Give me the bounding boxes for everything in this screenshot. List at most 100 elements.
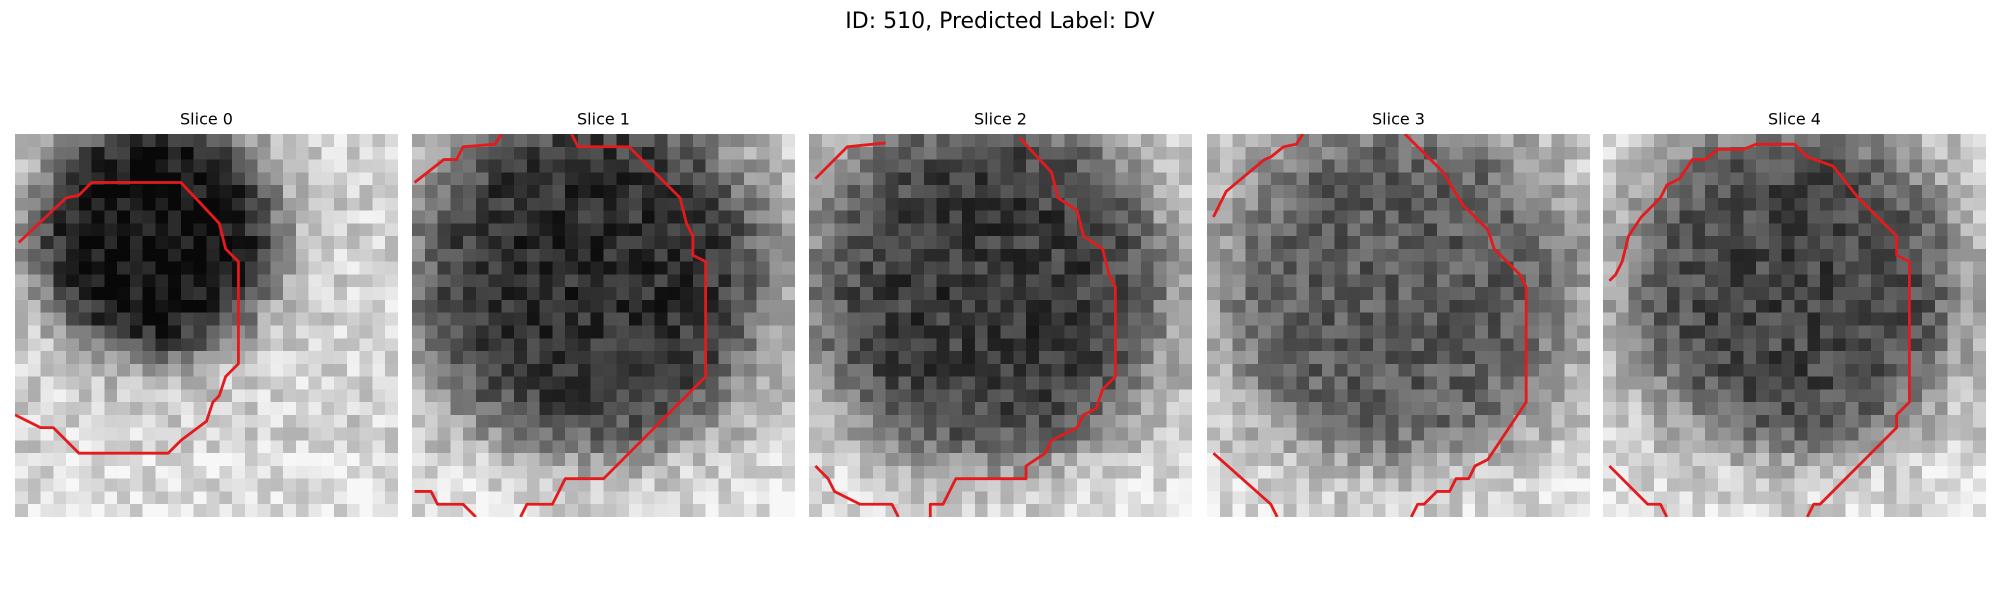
image-pixel <box>283 325 297 339</box>
image-pixel <box>372 376 386 390</box>
contour <box>15 181 240 455</box>
image-pixel <box>372 427 386 441</box>
image-pixel <box>834 210 848 224</box>
image-pixel <box>15 274 29 288</box>
image-pixel <box>346 504 360 517</box>
image-pixel <box>257 210 271 224</box>
image-pixel <box>974 504 988 517</box>
image-pixel <box>1730 338 1744 352</box>
image-pixel <box>142 134 156 148</box>
image-pixel <box>1513 236 1527 250</box>
image-pixel <box>1038 325 1052 339</box>
image-pixel <box>91 146 105 160</box>
image-pixel <box>488 159 502 173</box>
image-pixel <box>1603 351 1617 365</box>
image-pixel <box>295 491 309 505</box>
image-pixel <box>359 312 373 326</box>
image-pixel <box>412 146 426 160</box>
image-pixel <box>782 236 795 250</box>
image-pixel <box>1730 351 1744 365</box>
image-pixel <box>193 491 207 505</box>
image-pixel <box>692 465 706 479</box>
image-pixel <box>1411 351 1425 365</box>
image-pixel <box>295 414 309 428</box>
image-pixel <box>809 146 823 160</box>
image-pixel <box>1296 440 1310 454</box>
image-pixel <box>1283 172 1297 186</box>
image-pixel <box>1270 172 1284 186</box>
image-pixel <box>603 414 617 428</box>
image-pixel <box>1973 491 1986 505</box>
image-pixel <box>437 414 451 428</box>
image-pixel <box>232 465 246 479</box>
image-pixel <box>359 261 373 275</box>
image-pixel <box>1051 210 1065 224</box>
contour <box>1212 452 1279 517</box>
image-pixel <box>936 351 950 365</box>
image-pixel <box>1641 453 1655 467</box>
image-pixel <box>1296 248 1310 262</box>
image-pixel <box>1166 172 1180 186</box>
image-pixel <box>743 376 757 390</box>
image-pixel <box>424 504 438 517</box>
image-pixel <box>385 274 398 288</box>
image-pixel <box>680 134 694 148</box>
image-pixel <box>501 376 515 390</box>
image-pixel <box>40 402 54 416</box>
image-pixel <box>283 465 297 479</box>
image-pixel <box>949 261 963 275</box>
image-pixel <box>359 223 373 237</box>
image-pixel <box>1051 465 1065 479</box>
image-pixel <box>1871 261 1885 275</box>
image-pixel <box>1973 287 1986 301</box>
image-pixel <box>987 223 1001 237</box>
image-pixel <box>1807 248 1821 262</box>
image-pixel <box>1207 427 1221 441</box>
image-pixel <box>1807 465 1821 479</box>
image-pixel <box>577 389 591 403</box>
image-pixel <box>1577 440 1590 454</box>
image-pixel <box>321 210 335 224</box>
image-pixel <box>552 389 566 403</box>
image-pixel <box>1140 223 1154 237</box>
image-pixel <box>257 236 271 250</box>
image-pixel <box>232 376 246 390</box>
image-pixel <box>1245 453 1259 467</box>
image-pixel <box>1398 299 1412 313</box>
image-pixel <box>168 363 182 377</box>
image-pixel <box>501 389 515 403</box>
image-pixel <box>1564 312 1578 326</box>
image-pixel <box>91 185 105 199</box>
image-pixel <box>424 287 438 301</box>
image-pixel <box>1089 287 1103 301</box>
image-pixel <box>1436 325 1450 339</box>
image-pixel <box>974 389 988 403</box>
image-pixel <box>1077 351 1091 365</box>
image-pixel <box>577 414 591 428</box>
image-pixel <box>1934 210 1948 224</box>
image-pixel <box>872 325 886 339</box>
image-pixel <box>437 351 451 365</box>
image-pixel <box>412 440 426 454</box>
image-pixel <box>1526 223 1540 237</box>
image-pixel <box>1360 274 1374 288</box>
image-pixel <box>385 491 398 505</box>
image-pixel <box>1641 210 1655 224</box>
image-pixel <box>885 465 899 479</box>
image-pixel <box>1781 172 1795 186</box>
image-pixel <box>1756 491 1770 505</box>
image-pixel <box>437 223 451 237</box>
image-pixel <box>1743 453 1757 467</box>
image-pixel <box>104 389 118 403</box>
image-pixel <box>577 248 591 262</box>
image-pixel <box>1462 402 1476 416</box>
image-pixel <box>1500 287 1514 301</box>
image-pixel <box>667 376 681 390</box>
image-pixel <box>667 287 681 301</box>
image-pixel <box>424 402 438 416</box>
image-pixel <box>1013 491 1027 505</box>
image-pixel <box>15 491 29 505</box>
image-pixel <box>1449 338 1463 352</box>
image-pixel <box>359 504 373 517</box>
image-pixel <box>501 465 515 479</box>
